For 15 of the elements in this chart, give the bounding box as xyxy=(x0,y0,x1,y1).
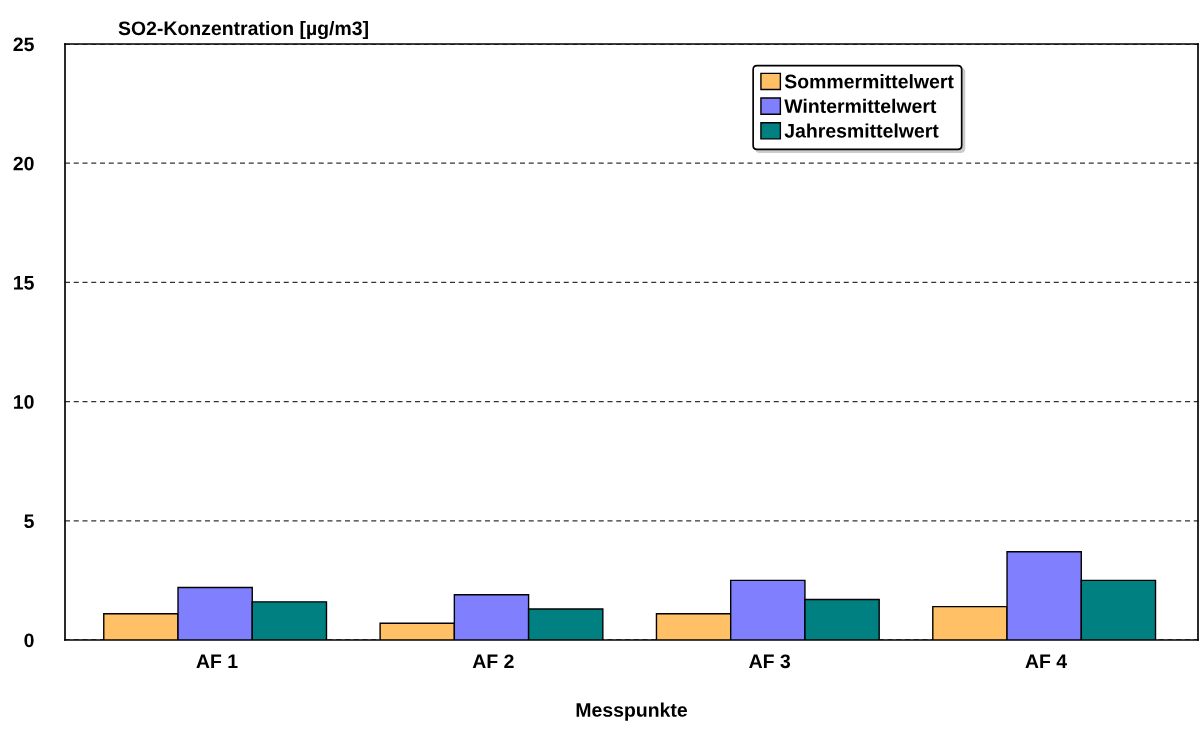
x-tick-label: AF 1 xyxy=(196,654,238,668)
y-tick-label: 0 xyxy=(24,633,34,648)
x-tick-label: AF 2 xyxy=(472,654,514,668)
legend-label: Wintermittelwert xyxy=(784,98,937,114)
legend-label: Sommermittelwert xyxy=(784,74,954,89)
x-tick-label: AF 3 xyxy=(749,654,791,669)
y-tick-label: 20 xyxy=(13,156,34,171)
legend-label: Jahresmittelwert xyxy=(784,123,939,138)
y-tick-label: 15 xyxy=(14,276,34,290)
y-tick-label: 10 xyxy=(14,395,34,409)
y-tick-label: 25 xyxy=(13,37,34,52)
x-axis-title: Messpunkte xyxy=(576,702,688,721)
y-axis-title: SO2-Konzentration [µg/m3] xyxy=(118,20,368,40)
y-tick-label: 5 xyxy=(24,514,34,529)
x-tick-label: AF 4 xyxy=(1025,654,1067,668)
